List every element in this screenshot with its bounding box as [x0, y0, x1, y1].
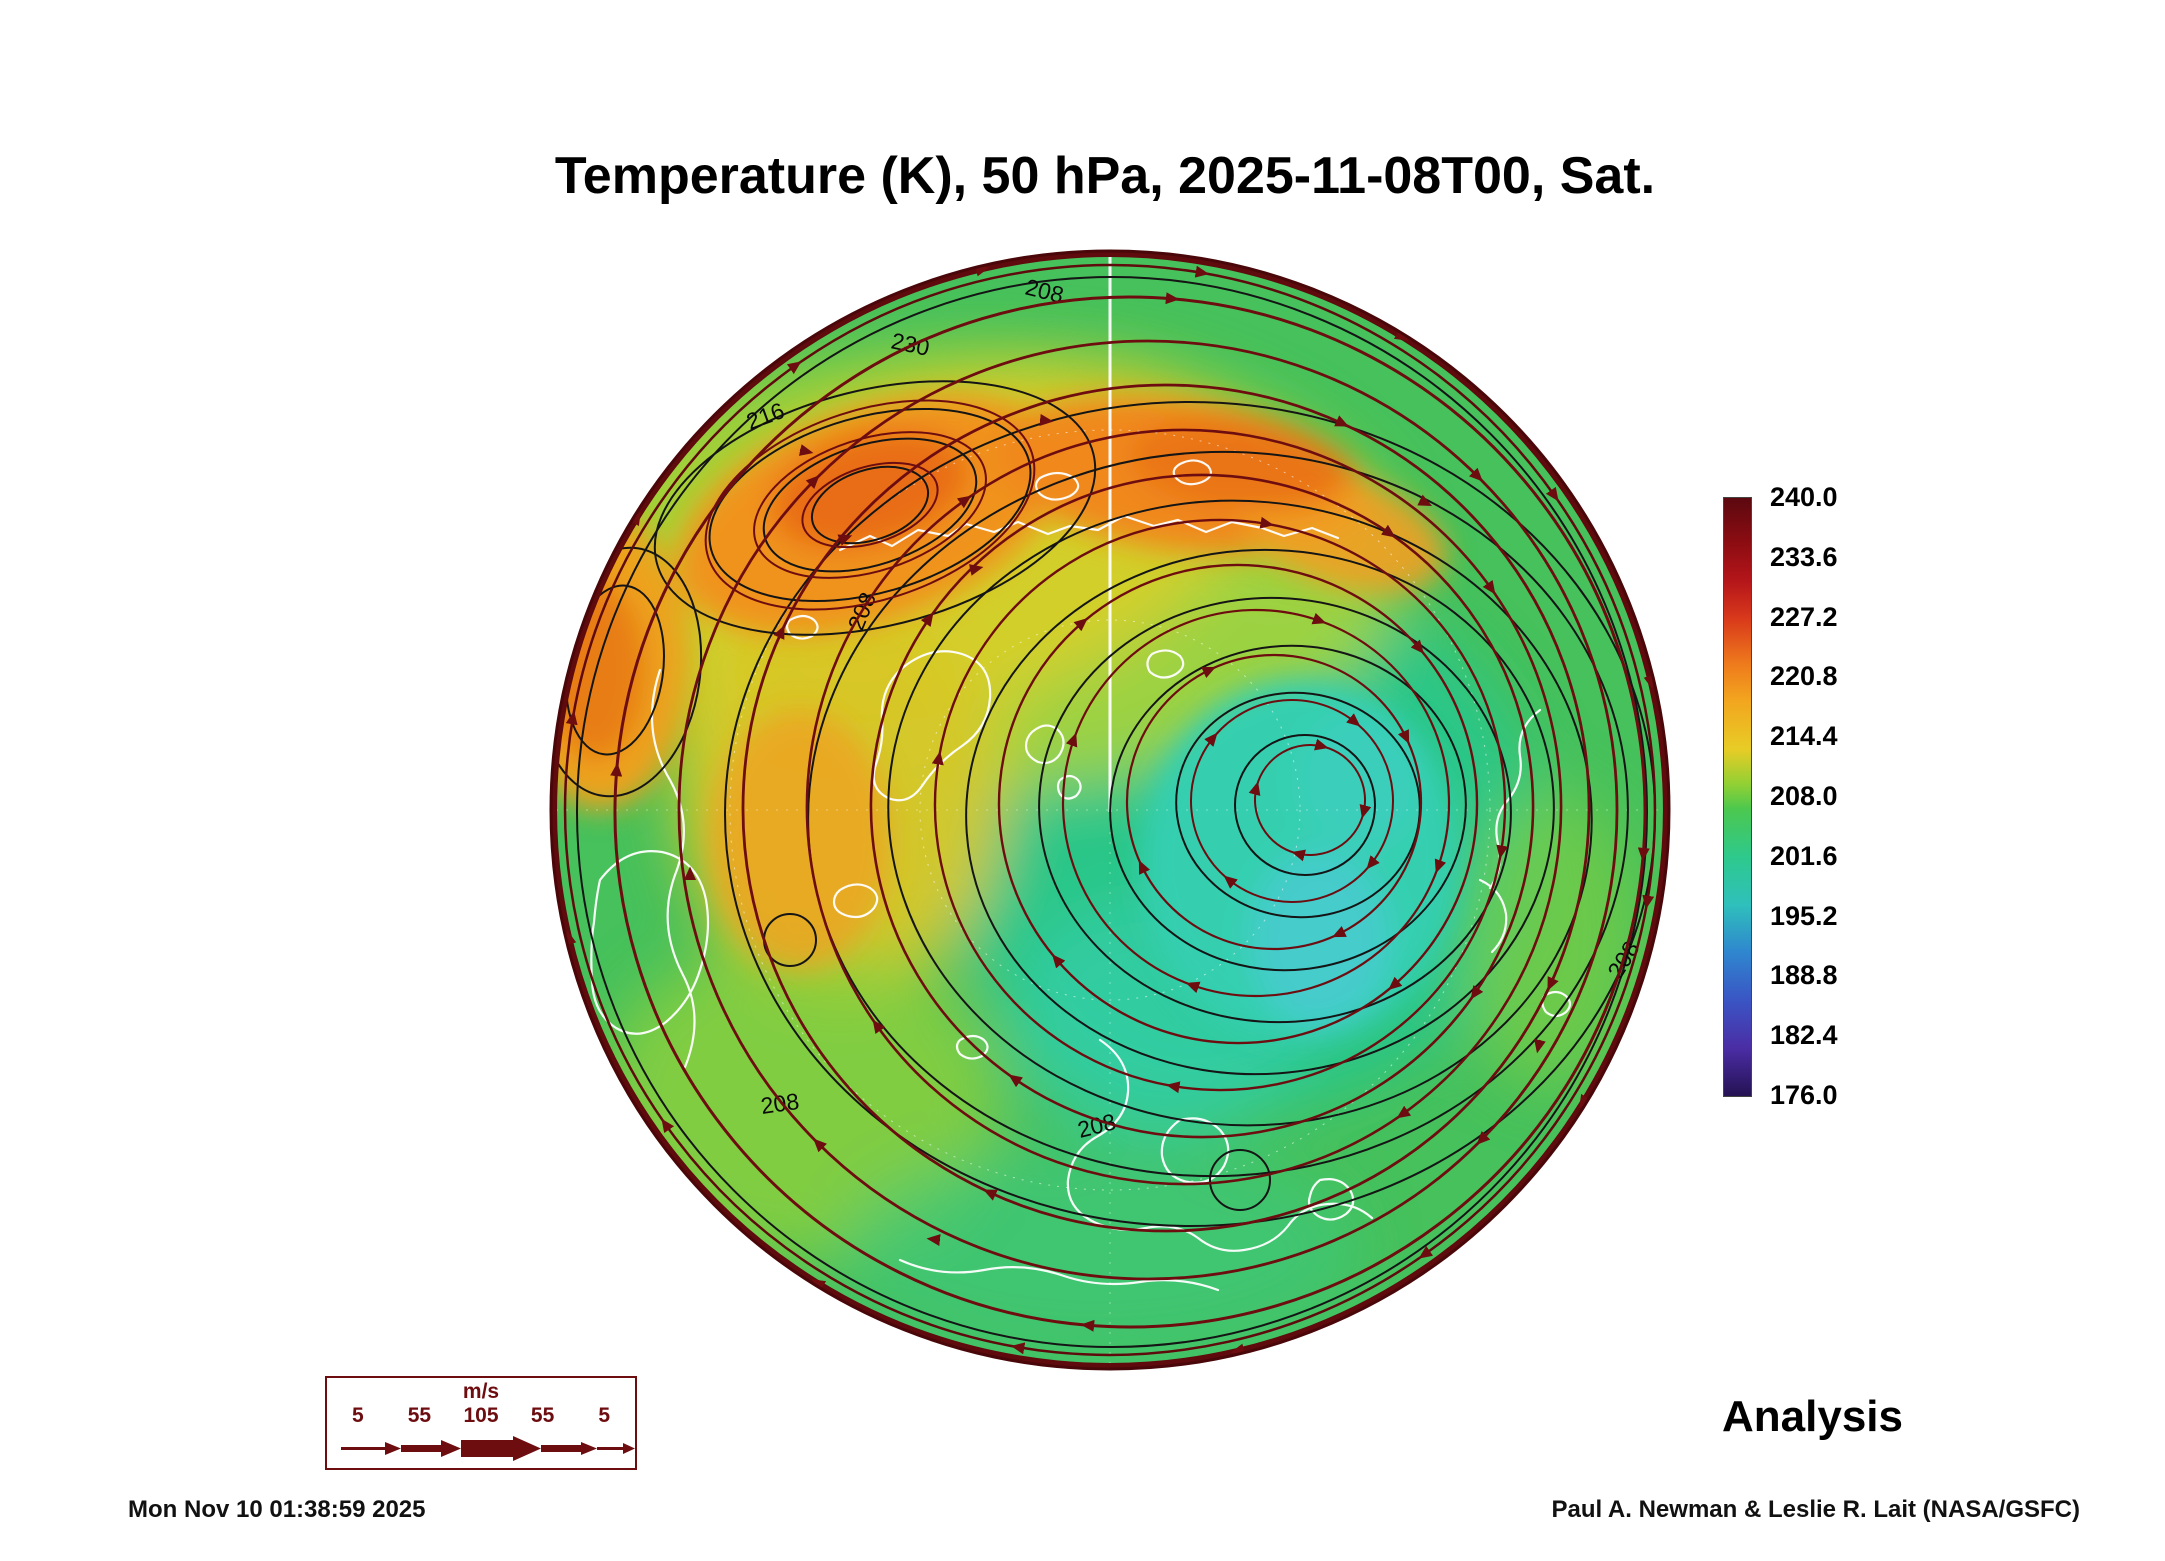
wind-legend-values: 5 55 105 55 5 — [327, 1404, 635, 1428]
contour-label: 216 — [816, 269, 862, 310]
credit-line: Paul A. Newman & Leslie R. Lait (NASA/GS… — [1551, 1496, 2080, 1523]
figure-title: Temperature (K), 50 hPa, 2025-11-08T00, … — [554, 147, 1656, 205]
colorbar-tick: 233.6 — [1770, 541, 1838, 572]
map-boundary — [549, 249, 1671, 1371]
creation-timestamp: Mon Nov 10 01:38:59 2025 — [128, 1496, 426, 1523]
colorbar-tick: 208.0 — [1770, 780, 1838, 811]
wind-legend-value: 55 — [530, 1404, 555, 1427]
colorbar-tick: 176.0 — [1770, 1079, 1838, 1110]
polar-map: 216 230 208 208 208 208 208 208 216 — [549, 249, 1671, 1371]
wind-speed-legend: m/s 5 55 105 55 5 — [325, 1376, 637, 1470]
contour-label: 208 — [587, 494, 624, 539]
colorbar — [1723, 497, 1752, 1097]
colorbar-tick: 214.4 — [1770, 721, 1838, 752]
wind-legend-value: 5 — [598, 1404, 611, 1427]
wind-legend-value: 105 — [463, 1404, 499, 1427]
wind-legend-units: m/s — [462, 1380, 500, 1403]
wind-legend-arrow — [341, 1436, 635, 1461]
colorbar-tick: 195.2 — [1770, 900, 1838, 931]
contour-label: 208 — [759, 1088, 801, 1119]
wind-legend-value: 55 — [407, 1404, 432, 1427]
colorbar-tick: 182.4 — [1770, 1020, 1838, 1051]
colorbar-tick-labels: 240.0 233.6 227.2 220.8 214.4 208.0 201.… — [1770, 483, 1838, 1109]
colorbar-tick: 201.6 — [1770, 840, 1838, 871]
wind-legend-value: 5 — [351, 1404, 364, 1427]
colorbar-tick: 227.2 — [1770, 601, 1838, 632]
analysis-label: Analysis — [1722, 1392, 1903, 1441]
colorbar-tick: 220.8 — [1770, 661, 1838, 692]
colorbar-tick: 188.8 — [1770, 960, 1838, 991]
rim-streamlines — [551, 251, 1669, 1369]
colorbar-tick: 240.0 — [1770, 482, 1838, 512]
